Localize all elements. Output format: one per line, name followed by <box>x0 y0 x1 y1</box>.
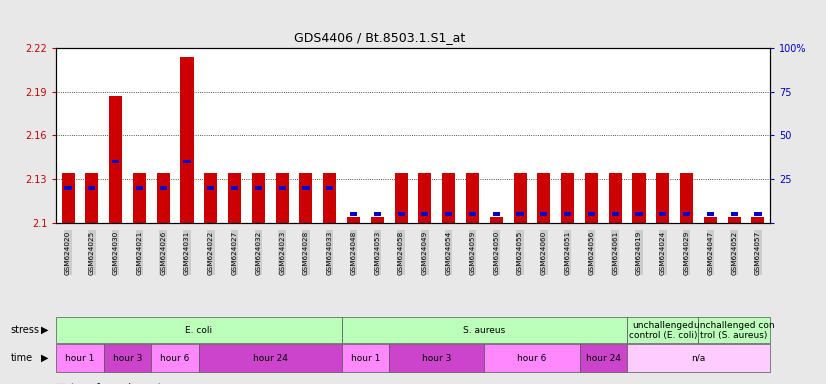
Bar <box>109 96 122 223</box>
Bar <box>442 173 455 223</box>
Bar <box>540 212 548 216</box>
Bar <box>561 173 574 223</box>
Text: hour 6: hour 6 <box>517 354 547 362</box>
Text: hour 24: hour 24 <box>586 354 621 362</box>
Bar <box>151 344 199 372</box>
Bar <box>252 173 265 223</box>
Bar <box>730 212 738 216</box>
Bar <box>421 212 429 216</box>
Bar <box>373 212 381 216</box>
Bar <box>104 344 151 372</box>
Bar <box>704 217 717 223</box>
Bar <box>492 212 500 216</box>
Bar <box>680 173 693 223</box>
Bar <box>347 217 360 223</box>
Bar <box>231 186 238 190</box>
Bar <box>707 212 714 216</box>
Bar <box>276 173 289 223</box>
Bar <box>656 173 669 223</box>
Bar <box>228 173 241 223</box>
Bar <box>135 186 143 190</box>
Text: unchallenged
control (E. coli): unchallenged control (E. coli) <box>629 321 697 340</box>
Bar <box>302 186 310 190</box>
Bar <box>389 344 484 372</box>
Text: hour 3: hour 3 <box>422 354 452 362</box>
Text: transformed count: transformed count <box>71 383 162 384</box>
Bar <box>323 173 336 223</box>
Bar <box>490 217 503 223</box>
Bar <box>299 173 312 223</box>
Bar <box>728 217 741 223</box>
Bar <box>627 344 770 372</box>
Text: ▶: ▶ <box>41 353 49 363</box>
Bar <box>516 212 524 216</box>
Bar <box>580 344 627 372</box>
Text: unchallenged con
trol (S. aureus): unchallenged con trol (S. aureus) <box>694 321 775 340</box>
Text: S. aureus: S. aureus <box>463 326 506 335</box>
Text: n/a: n/a <box>691 354 705 362</box>
Bar <box>635 212 643 216</box>
Text: hour 6: hour 6 <box>160 354 190 362</box>
Bar <box>204 173 217 223</box>
Bar <box>88 186 96 190</box>
Text: hour 24: hour 24 <box>253 354 287 362</box>
Bar <box>199 344 342 372</box>
Bar <box>445 212 453 216</box>
Bar <box>350 212 357 216</box>
Bar <box>371 217 384 223</box>
Bar <box>397 212 405 216</box>
Text: stress: stress <box>11 325 40 335</box>
Bar <box>61 173 74 223</box>
Bar <box>611 212 619 216</box>
Bar <box>395 173 408 223</box>
Bar <box>133 173 146 223</box>
Text: ■: ■ <box>56 383 67 384</box>
Bar <box>514 173 527 223</box>
Bar <box>207 186 215 190</box>
Bar <box>183 160 191 164</box>
Bar <box>326 186 334 190</box>
Bar <box>466 173 479 223</box>
Bar <box>56 344 104 372</box>
Text: hour 1: hour 1 <box>351 354 380 362</box>
Bar <box>627 317 699 343</box>
Bar <box>585 173 598 223</box>
Bar <box>342 317 627 343</box>
Bar <box>659 212 667 216</box>
Text: ▶: ▶ <box>41 325 49 335</box>
Bar <box>180 57 193 223</box>
Bar <box>564 212 572 216</box>
Text: GDS4406 / Bt.8503.1.S1_at: GDS4406 / Bt.8503.1.S1_at <box>294 31 466 44</box>
Bar <box>342 344 389 372</box>
Bar <box>752 217 765 223</box>
Bar <box>254 186 262 190</box>
Bar <box>85 173 98 223</box>
Bar <box>537 173 550 223</box>
Bar <box>588 212 595 216</box>
Bar <box>278 186 286 190</box>
Bar <box>418 173 431 223</box>
Bar <box>469 212 476 216</box>
Bar <box>484 344 580 372</box>
Bar <box>609 173 622 223</box>
Text: time: time <box>11 353 33 363</box>
Text: hour 3: hour 3 <box>113 354 142 362</box>
Bar <box>157 173 170 223</box>
Bar <box>683 212 691 216</box>
Bar <box>56 317 342 343</box>
Text: hour 1: hour 1 <box>65 354 95 362</box>
Bar <box>699 317 770 343</box>
Bar <box>112 160 119 164</box>
Bar <box>64 186 72 190</box>
Bar <box>633 173 646 223</box>
Bar <box>754 212 762 216</box>
Bar <box>159 186 167 190</box>
Text: E. coli: E. coli <box>185 326 212 335</box>
